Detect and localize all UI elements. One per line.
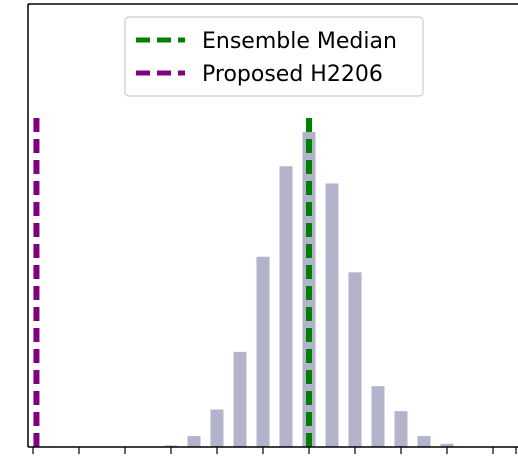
legend-frame [124,16,424,97]
histogram-bar [187,436,201,447]
histogram-bar [256,256,270,447]
histogram-bar [210,409,224,447]
histogram-bar [279,166,293,447]
histogram-bars [164,132,454,448]
histogram-bar [394,411,408,447]
axes [27,3,518,454]
histogram-bar [164,445,178,447]
histogram-bar [417,436,431,447]
legend-label-ensemble-median: Ensemble Median [202,29,397,54]
histogram-bar [371,386,385,447]
histogram-bar [348,272,362,447]
legend-label-proposed-h2206: Proposed H2206 [202,62,383,87]
legend: Ensemble Median Proposed H2206 [124,16,424,97]
x-ticks [32,447,517,454]
histogram-bar [440,443,454,447]
histogram-bar [325,183,339,448]
reference-lines [33,117,312,447]
histogram-bar [233,351,247,447]
